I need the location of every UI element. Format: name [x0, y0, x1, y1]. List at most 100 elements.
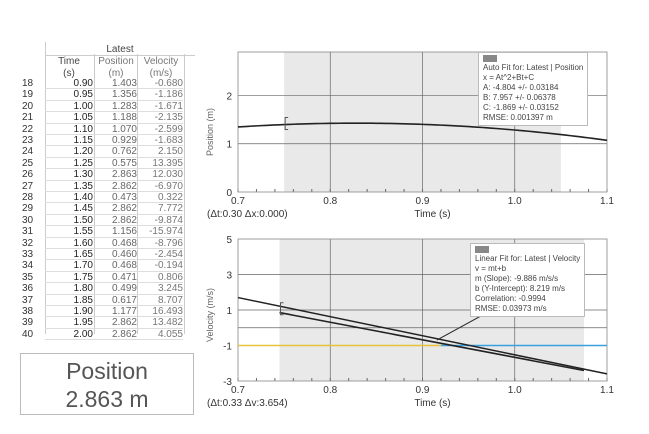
fit-line: m (Slope): -9.886 m/s/s: [475, 274, 559, 283]
time-cell: 1.05: [73, 112, 93, 124]
fit-line: x = At^2+Bt+C: [483, 73, 535, 82]
table-row[interactable]: 23 1.15 0.929 -1.683: [20, 135, 195, 147]
position-cell: 1.356: [111, 89, 137, 101]
linear-fit-box[interactable]: Linear Fit for: Latest | Velocity v = mt+…: [470, 243, 586, 317]
table-row[interactable]: 36 1.80 0.499 3.245: [20, 283, 195, 295]
position-cell: 0.929: [111, 135, 137, 146]
velocity-cell: 0.806: [157, 271, 183, 283]
velocity-cell: -0.194: [154, 260, 183, 272]
time-cell: 1.40: [73, 192, 93, 203]
table-row[interactable]: 26 1.30 2.863 12.030: [20, 169, 195, 181]
y-tick-label: -1: [223, 342, 232, 353]
table-row[interactable]: 31 1.55 1.156 -15.974: [20, 226, 195, 238]
fit-line: C: -1.869 +/- 0.03152: [483, 103, 559, 112]
row-number: 21: [22, 112, 34, 124]
delta-readout: (Δt:0.30 Δx:0.000): [207, 209, 288, 220]
fit-line: B: 7.957 +/- 0.06378: [483, 93, 556, 102]
row-number: 40: [22, 328, 34, 340]
col-header-time[interactable]: Time: [58, 56, 80, 67]
table-row[interactable]: 29 1.45 2.862 7.772: [20, 203, 195, 216]
position-cell: 1.283: [111, 100, 137, 112]
auto-fit-box[interactable]: Auto Fit for: Latest | Position x = At^2+…: [478, 52, 589, 126]
row-number: 37: [22, 294, 34, 306]
time-cell: 1.90: [73, 306, 93, 317]
table-row[interactable]: 30 1.50 2.862 -9.874: [20, 214, 195, 227]
table-row[interactable]: 34 1.70 0.468 -0.194: [20, 260, 195, 273]
y-tick-label: 5: [226, 235, 232, 246]
row-number: 26: [22, 169, 34, 181]
y-axis-label: Position (m): [205, 108, 215, 156]
x-tick-label: 1.1: [600, 385, 614, 396]
table-row[interactable]: 32 1.60 0.468 -8.796: [20, 237, 195, 250]
position-cell: 0.468: [111, 237, 137, 249]
fit-curve: [279, 311, 585, 372]
fit-line: Auto Fit for: Latest | Position: [483, 63, 584, 72]
row-number: 35: [22, 271, 34, 283]
row-number: 18: [22, 78, 34, 89]
velocity-cell: 13.395: [152, 157, 183, 169]
velocity-cell: -9.874: [154, 214, 183, 226]
data-line: [237, 296, 608, 375]
col-unit-time: (s): [63, 68, 75, 79]
y-tick-label: 3: [226, 271, 232, 282]
position-cell: 0.471: [111, 271, 137, 283]
velocity-cell: 13.482: [152, 317, 183, 329]
fit-line: RMSE: 0.03973 m/s: [475, 304, 547, 313]
row-number: 38: [22, 306, 34, 317]
row-number: 27: [22, 180, 34, 192]
x-tick-label: 0.8: [323, 385, 337, 396]
position-cell: 2.862: [111, 214, 137, 226]
table-row[interactable]: 25 1.25 0.575 13.395: [20, 157, 195, 170]
table-row[interactable]: 35 1.75 0.471 0.806: [20, 271, 195, 284]
position-cell: 1.177: [111, 306, 137, 317]
position-cell: 2.863: [111, 169, 137, 181]
y-tick-label: 0: [226, 188, 232, 199]
row-number: 34: [22, 260, 34, 272]
time-cell: 1.15: [73, 135, 93, 146]
col-header-position[interactable]: Position: [98, 56, 134, 67]
close-icon[interactable]: [483, 55, 497, 62]
position-cell: 0.460: [111, 249, 137, 260]
col-header-velocity[interactable]: Velocity: [143, 56, 179, 67]
y-tick-label: 1: [226, 306, 232, 317]
table-row[interactable]: 33 1.65 0.460 -2.454: [20, 249, 195, 261]
velocity-cell: -6.970: [154, 180, 183, 192]
time-cell: 1.25: [73, 157, 93, 169]
position-meter[interactable]: Position 2.863 m: [20, 353, 194, 415]
velocity-cell: 4.055: [157, 328, 183, 340]
velocity-cell: -2.454: [154, 249, 183, 260]
y-axis-label: Velocity (m/s): [205, 288, 215, 342]
row-number: 24: [22, 146, 34, 158]
table-row[interactable]: 40 2.00 2.862 4.055: [20, 328, 195, 341]
table-row[interactable]: 28 1.40 0.473 0.322: [20, 192, 195, 204]
table-row[interactable]: 22 1.10 1.070 -2.599: [20, 123, 195, 136]
table-row[interactable]: 21 1.05 1.188 -2.135: [20, 112, 195, 124]
table-row[interactable]: 39 1.95 2.862 13.482: [20, 317, 195, 330]
table-row[interactable]: 20 1.00 1.283 -1.671: [20, 100, 195, 113]
velocity-cell: 2.150: [157, 146, 183, 158]
row-number: 22: [22, 123, 34, 135]
row-number: 33: [22, 249, 34, 260]
fit-line: v = mt+b: [475, 264, 507, 273]
meter-value: 2.863 m: [65, 386, 149, 412]
table-row[interactable]: 18 0.90 1.403 -0.680: [20, 78, 195, 90]
table-row[interactable]: 19 0.95 1.356 -1.186: [20, 89, 195, 102]
table-row[interactable]: 38 1.90 1.177 16.493: [20, 306, 195, 318]
time-cell: 1.00: [73, 100, 93, 112]
delta-readout: (Δt:0.33 Δv:3.654): [207, 398, 288, 409]
velocity-cell: 8.707: [157, 294, 183, 306]
row-number: 25: [22, 157, 34, 169]
position-cell: 1.403: [111, 78, 137, 89]
time-cell: 0.95: [73, 89, 93, 101]
row-number: 23: [22, 135, 34, 146]
meter-label: Position: [66, 358, 148, 384]
close-icon[interactable]: [475, 246, 489, 253]
table-row[interactable]: 27 1.35 2.862 -6.970: [20, 180, 195, 193]
x-tick-label: 1.0: [508, 385, 522, 396]
velocity-cell: -1.683: [154, 135, 183, 146]
table-row[interactable]: 24 1.20 0.762 2.150: [20, 146, 195, 159]
table-row[interactable]: 37 1.85 0.617 8.707: [20, 294, 195, 307]
x-tick-label: 0.7: [231, 385, 245, 396]
velocity-cell: 16.493: [152, 306, 183, 317]
row-number: 30: [22, 214, 34, 226]
